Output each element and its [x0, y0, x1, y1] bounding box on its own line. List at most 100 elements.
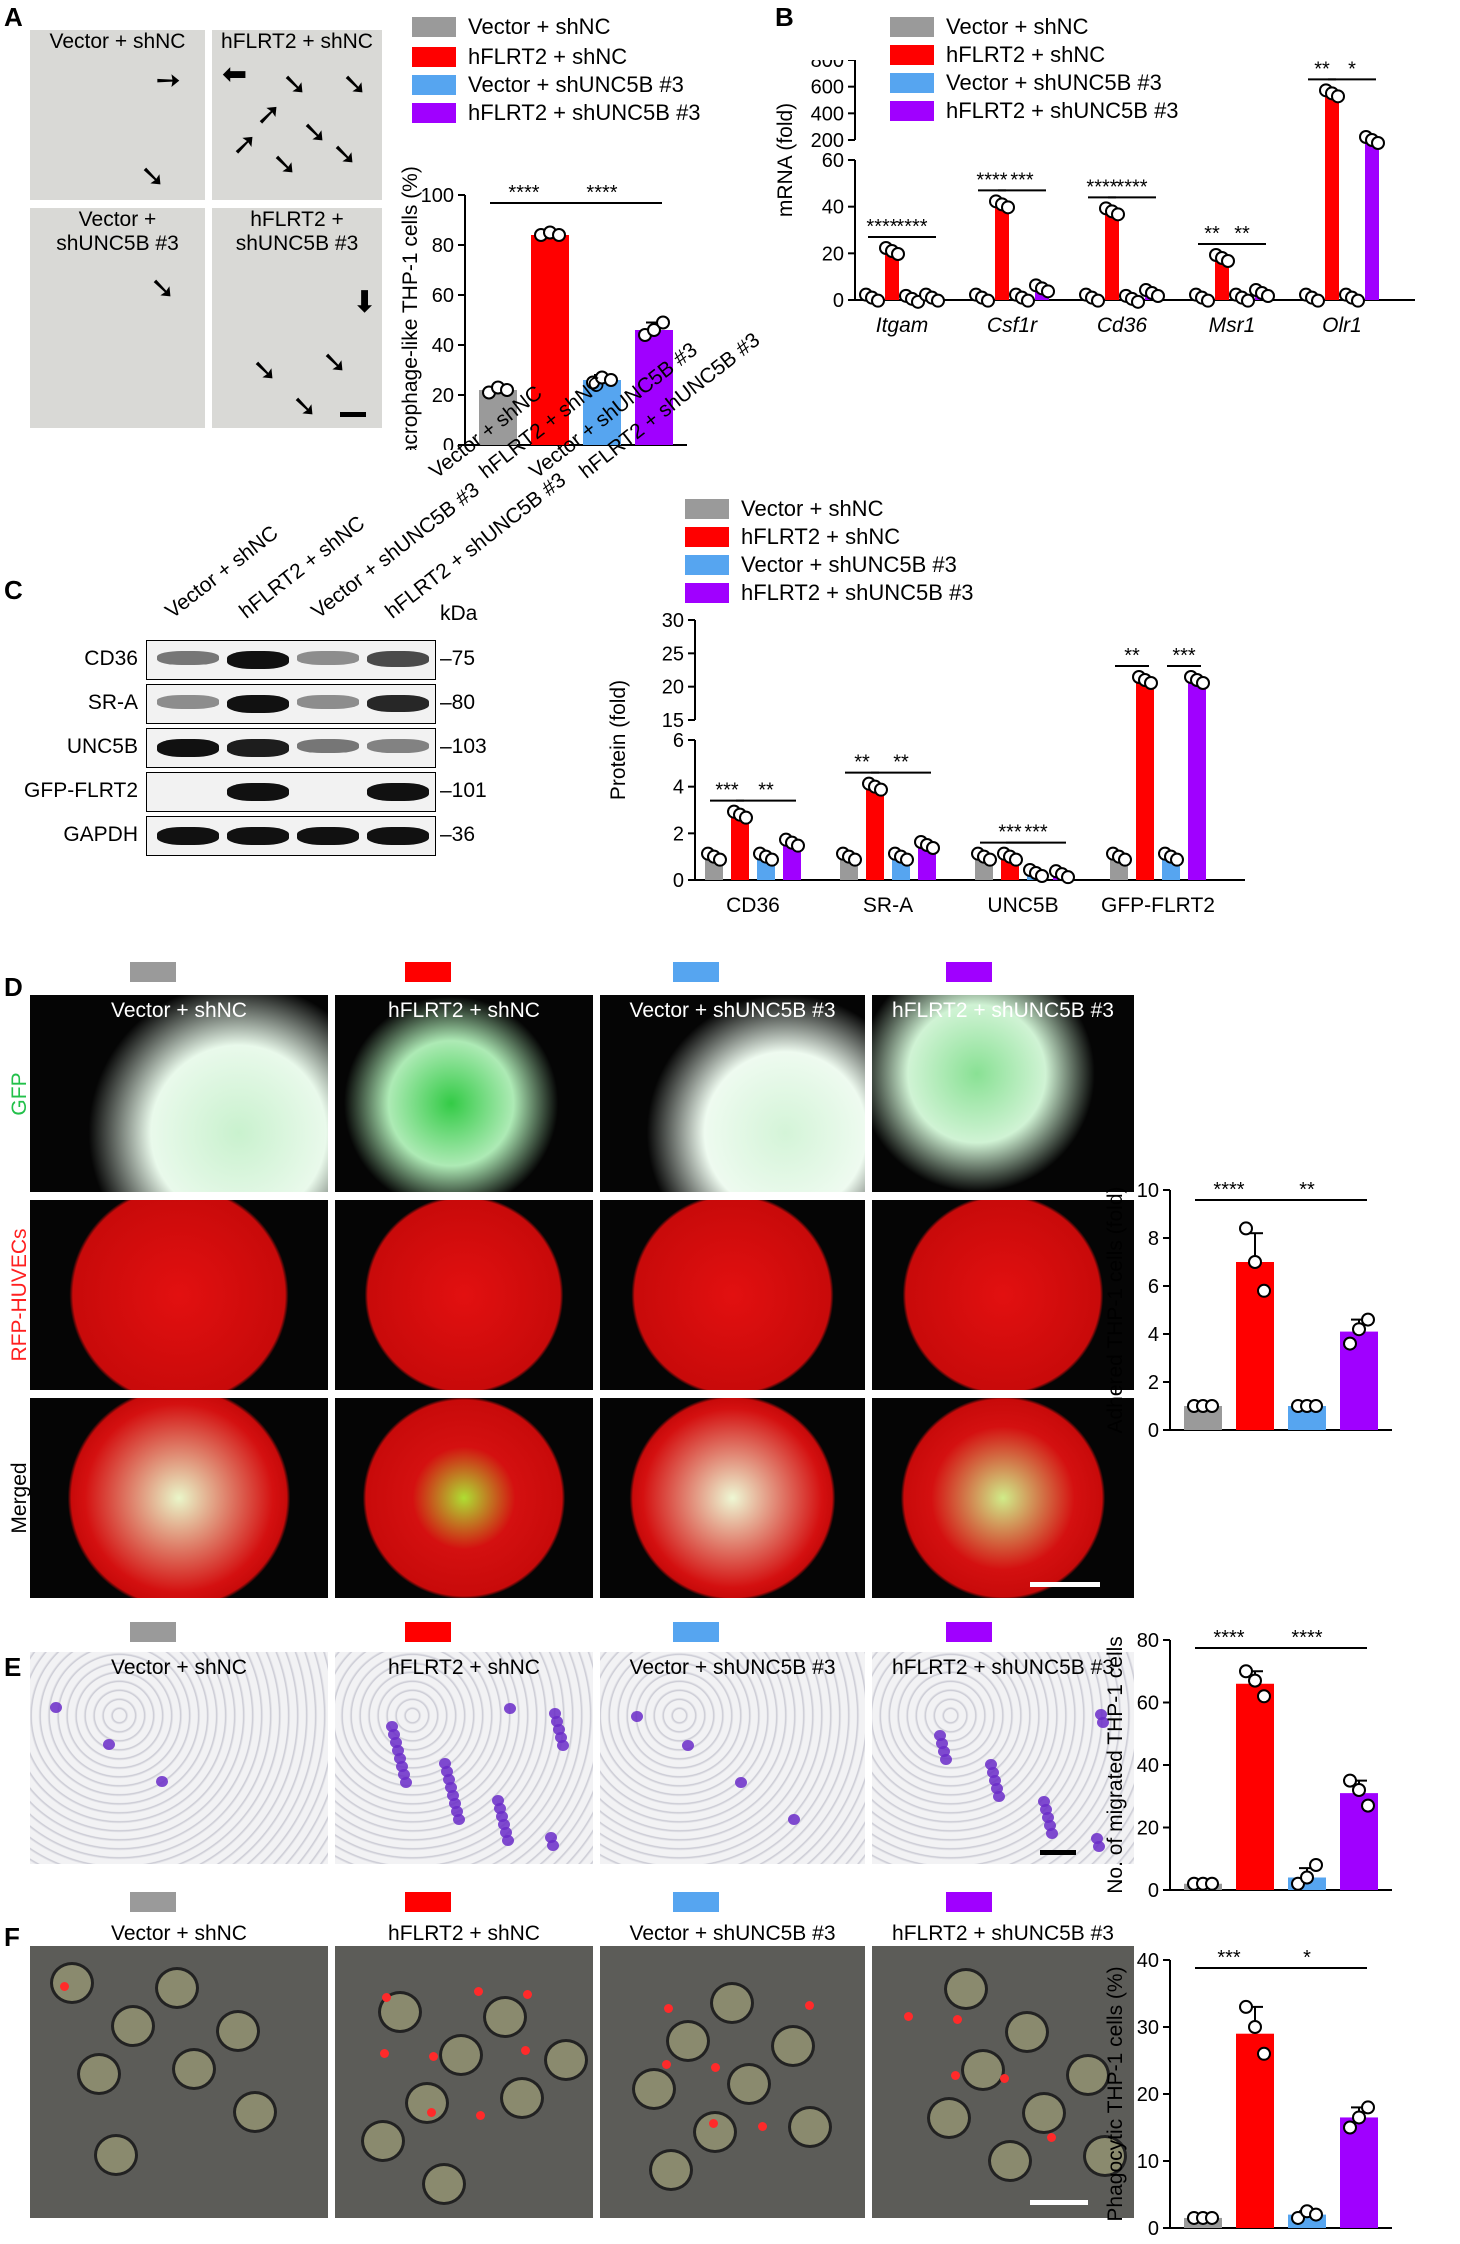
significance-label: * — [1303, 1947, 1311, 1969]
panel-e-image: Vector + shNC — [30, 1652, 328, 1864]
x-tick-label: UNC5B — [987, 894, 1058, 917]
significance-label: **** — [1213, 1627, 1244, 1649]
data-point — [1205, 1399, 1219, 1413]
image-caption: hFLRT2 + shUNC5B #3 — [872, 1922, 1134, 1946]
bar — [531, 235, 569, 445]
y-tick-label: 8 — [1148, 1228, 1159, 1250]
legend-swatch — [685, 499, 729, 519]
y-tick-label: 0 — [833, 290, 844, 312]
y-tick-label: 0 — [443, 435, 454, 450]
y-tick-label: 2 — [673, 823, 684, 845]
thp1-cell — [988, 2140, 1032, 2182]
kda-label: kDa — [440, 602, 478, 625]
data-point — [1309, 1858, 1323, 1872]
y-tick-label: 800 — [811, 60, 844, 72]
panel-e-image: Vector + shUNC5B #3 — [600, 1652, 865, 1864]
bar — [1236, 1683, 1274, 1890]
y-axis-label: mRNA (fold) — [774, 103, 797, 217]
blot-row-label: GFP-FLRT2 — [24, 779, 138, 802]
stained-cell — [492, 1795, 504, 1806]
thp1-cell — [666, 2020, 710, 2062]
thp1-cell — [927, 2097, 971, 2139]
stained-cell — [443, 1774, 455, 1785]
thp1-cell — [788, 2106, 832, 2148]
significance-label: *** — [998, 822, 1022, 844]
arrow-icon: ➘ — [322, 346, 348, 379]
stained-cell — [735, 1777, 747, 1788]
legend-label: Vector + shNC — [946, 14, 1089, 39]
thp1-cell — [155, 1967, 199, 2009]
thp1-cell — [94, 2134, 138, 2176]
significance-label: **** — [896, 216, 927, 238]
significance-label: ** — [854, 752, 870, 774]
bar — [1105, 211, 1119, 300]
arrow-icon: ➘ — [147, 60, 189, 102]
thp1-cell — [422, 2163, 466, 2205]
stained-cell — [386, 1721, 398, 1732]
thp1-cell — [216, 2010, 260, 2052]
panel-f-label: F — [4, 1922, 20, 1952]
phagocytosed-particle — [523, 1990, 532, 1999]
y-axis-label: Protein (fold) — [607, 680, 630, 800]
data-point — [1343, 1336, 1357, 1351]
stained-cell — [494, 1803, 506, 1814]
data-point — [891, 247, 905, 261]
y-tick-label: 6 — [1148, 1276, 1159, 1298]
y-tick-label: 10 — [1137, 1180, 1159, 1202]
blot-band — [367, 783, 429, 801]
data-point — [1343, 1773, 1357, 1788]
blot-kda-marker: –103 — [440, 735, 487, 758]
blot-kda-marker: –101 — [440, 779, 487, 802]
data-point — [874, 782, 888, 797]
data-point — [1343, 2120, 1357, 2135]
blot-band — [297, 739, 359, 754]
blot-kda-marker: –36 — [440, 823, 476, 846]
thp1-cell — [50, 1962, 94, 2004]
data-point — [1241, 293, 1255, 308]
data-point — [1291, 2210, 1305, 2225]
blot-strip-cd36 — [146, 640, 436, 680]
y-tick-label: 0 — [673, 870, 684, 892]
stained-cell — [545, 1832, 557, 1843]
panel-e-chart: 0 20 40 60 80 No. of migrated THP-1 cells ****… — [1104, 1627, 1392, 1902]
stained-cell — [934, 1730, 946, 1741]
data-point — [1331, 89, 1345, 104]
blot-strip-sr-a — [146, 684, 436, 724]
group-color-swatch — [130, 1622, 176, 1642]
panel-a-image-1: Vector + shNC ➘ ➘ — [30, 30, 205, 200]
y-tick-label: 30 — [662, 610, 684, 632]
stained-cell — [496, 1811, 508, 1822]
thp1-cell — [233, 2091, 277, 2133]
data-point — [1257, 1283, 1271, 1298]
panel-a-image-2-label: hFLRT2 + shNC — [221, 30, 373, 53]
stained-cell — [498, 1819, 510, 1830]
data-point — [1248, 1255, 1262, 1269]
data-point — [1361, 1798, 1375, 1813]
data-point — [1248, 1673, 1262, 1688]
y-tick-label: 30 — [1137, 2017, 1159, 2039]
stained-cell — [936, 1738, 948, 1749]
phagocytosed-particle — [664, 2004, 673, 2013]
legend-swatch — [890, 73, 934, 93]
image-caption: Vector + shUNC5B #3 — [629, 1656, 836, 1679]
stained-cell — [557, 1740, 569, 1751]
group-color-swatch — [673, 962, 719, 982]
phagocytosed-particle — [429, 2052, 438, 2061]
thp1-cell — [649, 2149, 693, 2191]
stained-cell — [1040, 1804, 1052, 1815]
blot-band — [367, 827, 429, 845]
blot-band — [367, 695, 429, 713]
data-point — [1352, 2110, 1366, 2125]
stained-cell — [985, 1759, 997, 1770]
data-point — [1361, 1312, 1375, 1327]
panel-f-image — [30, 1922, 328, 2218]
thp1-cell — [544, 2039, 588, 2081]
panel-b-label: B — [775, 2, 794, 32]
data-point — [1221, 254, 1235, 268]
stained-cell — [453, 1814, 465, 1825]
phagocytosed-particle — [476, 2111, 485, 2120]
data-point — [983, 852, 997, 867]
significance-label: *** — [1024, 822, 1048, 844]
